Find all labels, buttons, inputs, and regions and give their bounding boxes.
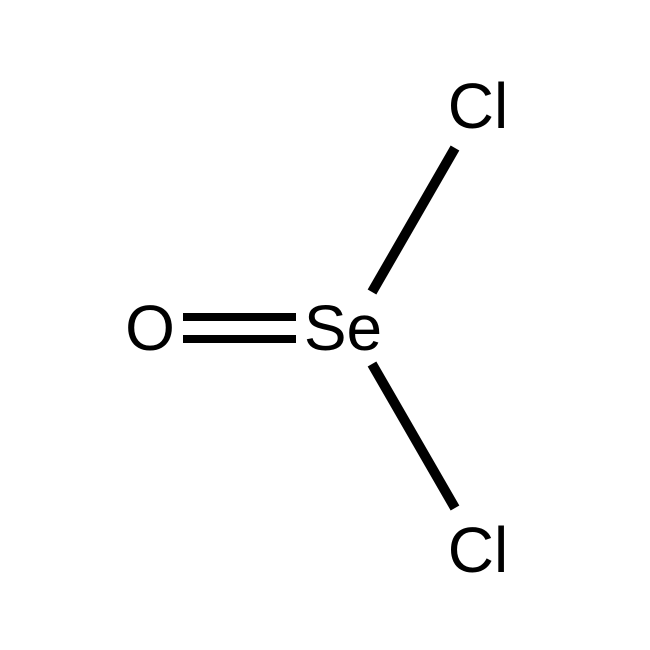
atom-chlorine-bottom: Cl: [448, 518, 508, 582]
atom-selenium: Se: [304, 296, 382, 360]
molecule-diagram: O Se Cl Cl: [0, 0, 650, 650]
atom-oxygen: O: [125, 296, 175, 360]
atom-chlorine-top: Cl: [448, 74, 508, 138]
